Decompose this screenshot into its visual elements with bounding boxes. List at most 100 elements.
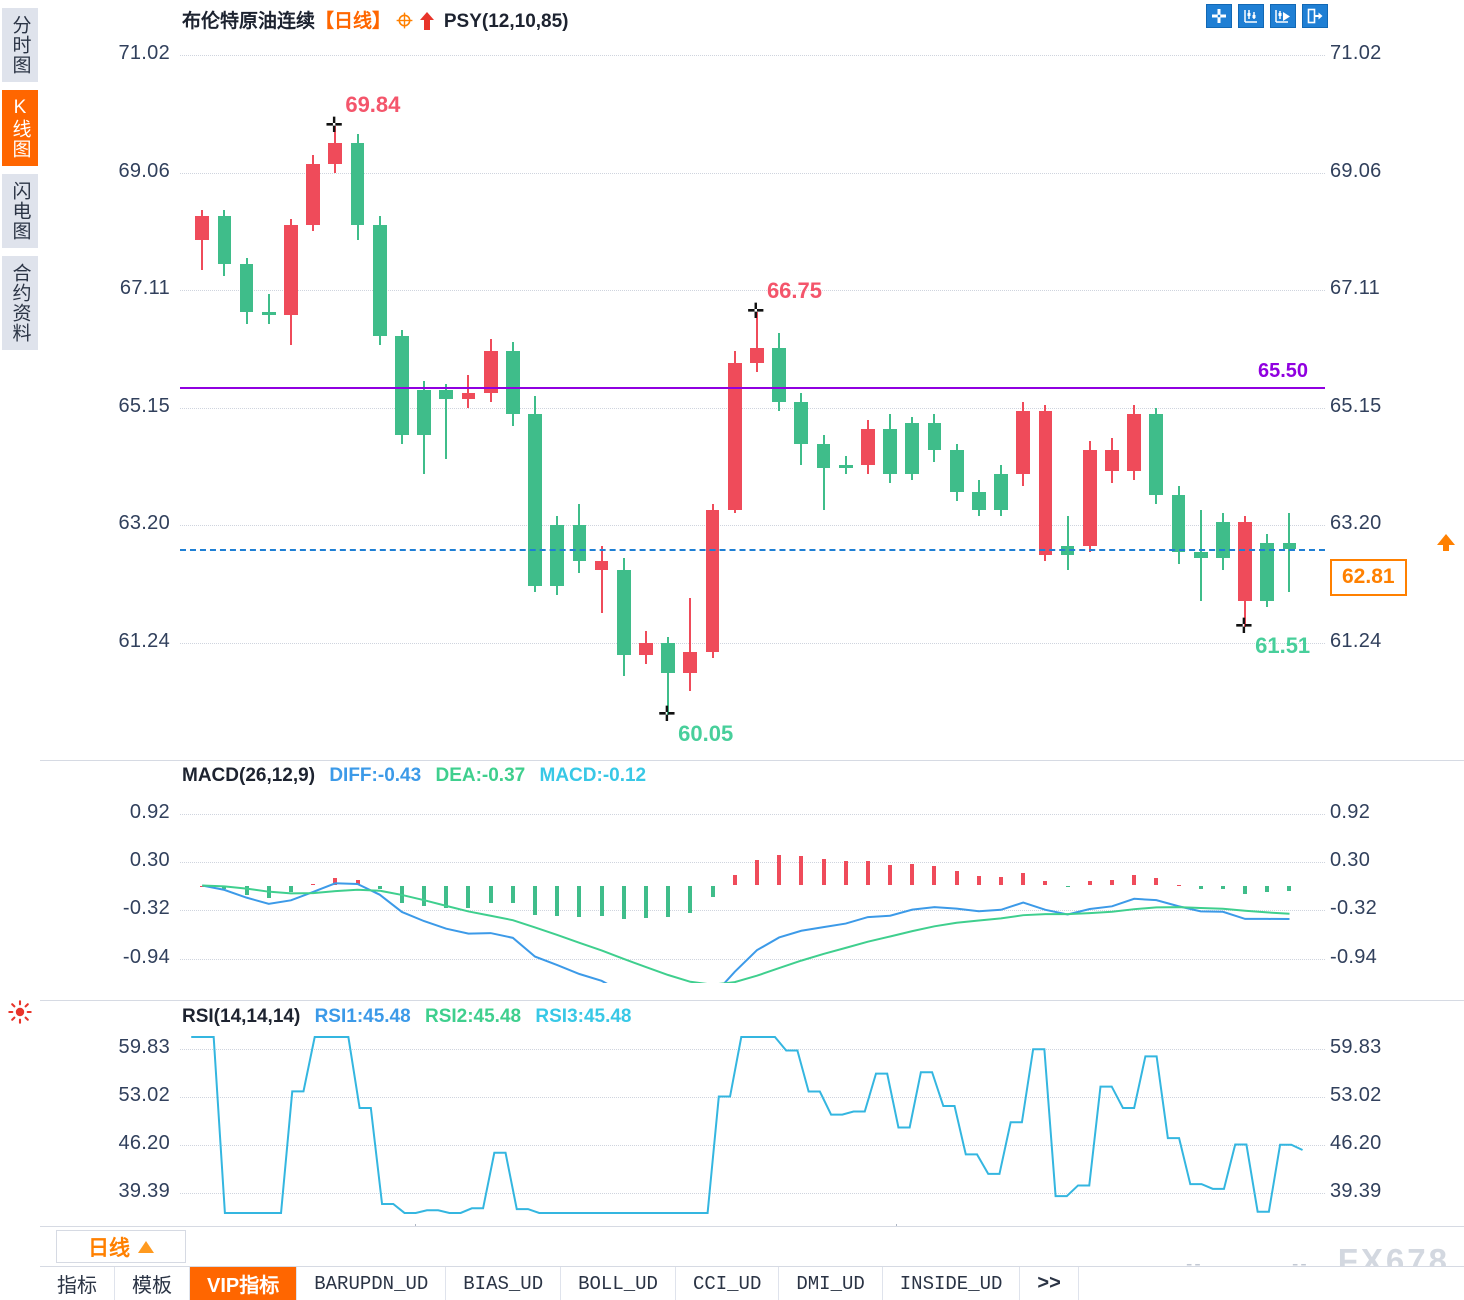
brightness-sun-icon[interactable] [8, 1000, 32, 1024]
macd-histogram-bar [821, 858, 826, 886]
macd-panel-header: MACD(26,12,9) DIFF:-0.43 DEA:-0.37 MACD:… [182, 765, 646, 787]
macd-histogram-bar [1043, 881, 1048, 886]
macd-histogram-bar [333, 877, 338, 886]
macd-histogram-bar [533, 885, 538, 915]
candle-body [1082, 450, 1097, 547]
period-label: 【日线】 [315, 11, 392, 32]
indicator-barupdn[interactable]: BARUPDN_UD [297, 1267, 447, 1300]
rsi-axis-right-label: 53.02 [1330, 1083, 1382, 1106]
candlestick [439, 20, 454, 760]
sidebar-label-1: K线图 [9, 97, 31, 159]
current-price-badge[interactable]: 62.81 [1330, 558, 1407, 596]
candlestick [217, 20, 232, 760]
price-axis-left-label: 61.24 [118, 630, 170, 653]
rsi-axis-right-label: 39.39 [1330, 1179, 1382, 1202]
price-gridline [180, 525, 1325, 527]
candle-body [639, 642, 653, 655]
macd-histogram-bar [643, 885, 648, 919]
candlestick [639, 20, 653, 760]
rsi-chart-plot[interactable] [180, 1030, 1325, 1220]
candle-body [572, 525, 587, 562]
chart-playback-icon[interactable] [1270, 4, 1296, 28]
symbol-name: 布伦特原油连续 [182, 11, 316, 32]
price-axis-right-label: 69.06 [1330, 159, 1382, 182]
indicator-dmi[interactable]: DMI_UD [779, 1267, 883, 1300]
sidebar-label-2: 闪电图 [9, 181, 31, 241]
indicator-bias[interactable]: BIAS_UD [446, 1267, 562, 1300]
candlestick [239, 20, 254, 760]
candlestick [461, 20, 476, 760]
candlestick [683, 20, 698, 760]
indicators-menu[interactable]: 指标 [40, 1267, 115, 1300]
candlestick [483, 20, 498, 760]
candle-body [217, 215, 232, 264]
indicator-cci[interactable]: CCI_UD [676, 1267, 780, 1300]
rsi-panel-header: RSI(14,14,14) RSI1:45.48 RSI2:45.48 RSI3… [182, 1006, 632, 1028]
candle-body [1038, 411, 1053, 556]
macd-axis-left-label: -0.94 [122, 945, 170, 968]
macd-histogram-bar [377, 885, 382, 890]
price-axis-right-label: 63.20 [1330, 512, 1382, 535]
candle-body [905, 423, 920, 475]
macd-histogram-bar [1065, 885, 1070, 887]
candlestick [1105, 20, 1119, 760]
candle-body [772, 347, 786, 403]
macd-gridline [180, 813, 1325, 815]
price-badge-arrow-stem [1443, 542, 1449, 551]
macd-diff-value: DIFF:-0.43 [329, 765, 422, 786]
price-axis-right-label: 65.15 [1330, 395, 1382, 418]
candle-body [461, 393, 476, 400]
sidebar-item-contract-info[interactable]: 合约资料 [2, 256, 38, 350]
candlestick [1016, 20, 1031, 760]
templates-menu[interactable]: 模板 [115, 1267, 190, 1300]
candlestick [1216, 20, 1230, 760]
chart-measure-icon[interactable] [1238, 4, 1264, 28]
candlestick [1060, 20, 1075, 760]
candlestick [772, 20, 786, 760]
crosshair-move-icon[interactable] [1206, 4, 1232, 28]
sidebar-item-lightning-chart[interactable]: 闪电图 [2, 174, 38, 248]
price-gridline [180, 643, 1325, 645]
price-axis-left-label: 67.11 [119, 277, 170, 300]
crosshair-target-icon[interactable] [396, 12, 413, 29]
indicator-boll[interactable]: BOLL_UD [561, 1267, 676, 1300]
purple-line-label: 65.50 [1258, 359, 1309, 382]
swing-high-label: 66.75 [766, 277, 822, 303]
chart-exit-icon[interactable] [1302, 4, 1328, 28]
price-gridline [180, 290, 1325, 292]
macd-name: MACD(26,12,9) [182, 765, 316, 786]
indicator-inside[interactable]: INSIDE_UD [883, 1267, 1021, 1300]
sidebar-label-0: 分时图 [9, 15, 31, 75]
indicator-more[interactable]: >> [1020, 1267, 1079, 1300]
candlestick [905, 20, 920, 760]
rsi-gridline [180, 1096, 1325, 1098]
macd-histogram-bar [355, 879, 360, 886]
rsi1-value: RSI1:45.48 [314, 1006, 411, 1027]
candlestick [838, 20, 853, 760]
candle-wick [1066, 516, 1069, 571]
rsi2-value: RSI2:45.48 [424, 1006, 522, 1027]
macd-axis-right-label: -0.32 [1330, 897, 1378, 920]
macd-histogram-bar [976, 876, 981, 886]
macd-chart-plot[interactable] [180, 788, 1325, 983]
candlestick [1282, 20, 1297, 760]
macd-histogram-bar [932, 866, 937, 886]
period-low-label: 60.05 [678, 720, 734, 746]
price-axis-right-label: 71.02 [1330, 41, 1382, 64]
timeframe-button[interactable]: 日线 [56, 1230, 186, 1263]
series-line [202, 884, 1290, 983]
purple-price-line[interactable] [180, 386, 1325, 389]
candle-body [883, 429, 897, 475]
candle-body [727, 362, 742, 511]
rsi-series-line [191, 1036, 1303, 1214]
macd-histogram-bar [910, 864, 915, 886]
macd-histogram-bar [444, 885, 449, 909]
sidebar-item-time-share-chart[interactable]: 分时图 [2, 8, 38, 82]
candlestick [661, 20, 676, 760]
candlestick [705, 20, 720, 760]
sidebar-item-candlestick-chart[interactable]: K线图 [2, 90, 38, 166]
price-chart-plot[interactable] [180, 20, 1325, 760]
candlestick [550, 20, 565, 760]
vip-indicators-menu[interactable]: VIP指标 [190, 1267, 298, 1300]
chart-toolbar [1206, 4, 1328, 28]
